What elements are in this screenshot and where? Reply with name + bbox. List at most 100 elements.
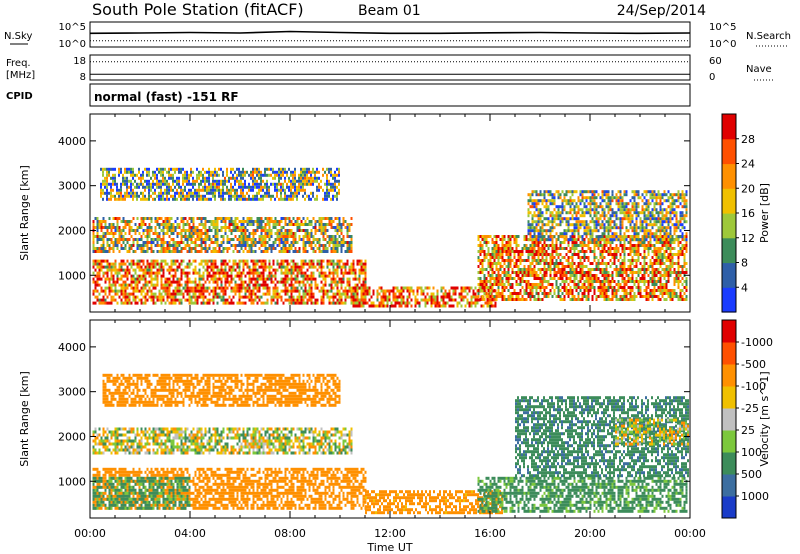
- power-cell: [474, 304, 477, 308]
- power-cell: [132, 292, 135, 296]
- power-cell: [110, 274, 113, 278]
- power-cell: [300, 182, 302, 186]
- power-cell: [172, 173, 174, 177]
- power-cell: [106, 295, 109, 299]
- power-cell: [555, 265, 558, 268]
- power-cell: [328, 235, 331, 238]
- power-cell: [222, 217, 225, 220]
- power-cell: [358, 274, 361, 278]
- power-cell: [306, 170, 308, 174]
- power-cell: [284, 259, 287, 263]
- power-cell: [488, 298, 491, 302]
- power-cell: [230, 280, 233, 284]
- power-cell: [318, 170, 320, 174]
- power-cell: [130, 265, 133, 269]
- power-cell: [228, 295, 231, 299]
- power-cell: [116, 280, 119, 284]
- power-cell: [336, 283, 339, 287]
- power-cell: [202, 295, 205, 299]
- power-cell: [98, 262, 101, 266]
- power-cell: [302, 170, 304, 174]
- power-cell: [601, 271, 604, 274]
- power-cell: [266, 277, 269, 281]
- power-cell: [324, 229, 327, 232]
- power-cell: [511, 247, 514, 250]
- power-cell: [635, 286, 638, 289]
- power-cell: [356, 283, 359, 287]
- power-cell: [569, 277, 572, 280]
- power-cell: [483, 268, 486, 271]
- power-cell: [226, 277, 229, 281]
- power-cell: [563, 235, 566, 238]
- power-cell: [547, 280, 550, 283]
- power-cell: [302, 250, 305, 253]
- power-cell: [106, 176, 108, 180]
- power-cell: [593, 289, 596, 292]
- power-cell: [274, 301, 277, 305]
- power-cell: [128, 250, 131, 253]
- power-cell: [587, 295, 590, 298]
- power-cell: [320, 226, 323, 229]
- power-cell: [400, 295, 403, 299]
- power-cell: [290, 191, 292, 195]
- power-cell: [156, 295, 159, 299]
- power-cell: [639, 241, 642, 244]
- power-cell: [322, 232, 325, 235]
- power-cell: [645, 280, 648, 283]
- power-cell: [156, 220, 159, 223]
- power-cell: [539, 280, 542, 283]
- power-cell: [587, 268, 590, 271]
- power-cell: [136, 182, 138, 186]
- power-cell: [458, 295, 461, 299]
- power-cell: [521, 286, 524, 289]
- power-cell: [296, 220, 299, 223]
- power-cell: [262, 185, 264, 189]
- power-cell: [192, 280, 195, 284]
- power-cell: [268, 188, 270, 192]
- power-cell: [112, 277, 115, 281]
- power-cell: [186, 289, 189, 293]
- power-cell: [595, 277, 598, 280]
- power-cell: [292, 286, 295, 290]
- power-cell: [535, 241, 538, 244]
- power-cell: [256, 295, 259, 299]
- power-cell: [332, 185, 334, 189]
- power-cell: [252, 301, 255, 305]
- power-cell: [136, 280, 139, 284]
- power-cell: [292, 191, 294, 195]
- power-cell: [579, 298, 582, 301]
- noise-right-label: N.Search: [746, 31, 791, 42]
- power-cell: [142, 247, 145, 250]
- power-cell: [168, 247, 171, 250]
- power-cell: [178, 232, 181, 235]
- power-cell: [100, 185, 102, 189]
- power-cell: [142, 191, 144, 195]
- power-cell: [603, 274, 606, 277]
- power-cell: [354, 304, 357, 308]
- power-cell: [603, 292, 606, 295]
- power-cell: [194, 194, 196, 198]
- power-cell: [605, 277, 608, 280]
- power-cell: [629, 262, 632, 265]
- power-cell: [144, 265, 147, 269]
- power-cell: [232, 220, 235, 223]
- power-cell: [220, 244, 223, 247]
- power-cell: [284, 220, 287, 223]
- power-cell: [302, 280, 305, 284]
- power-cell: [242, 262, 245, 266]
- power-cell: [208, 197, 210, 201]
- power-cell: [631, 280, 634, 283]
- power-cell: [625, 289, 628, 292]
- power-cell: [120, 232, 123, 235]
- power-cell: [294, 289, 297, 293]
- power-cell: [162, 229, 165, 232]
- power-cell: [270, 250, 273, 253]
- power-cell: [136, 247, 139, 250]
- power-cell: [158, 197, 160, 201]
- power-cell: [304, 262, 307, 266]
- power-cell: [162, 194, 164, 198]
- power-cell: [110, 229, 113, 232]
- power-cell: [112, 283, 115, 287]
- power-cell: [170, 292, 173, 296]
- power-cell: [136, 238, 139, 241]
